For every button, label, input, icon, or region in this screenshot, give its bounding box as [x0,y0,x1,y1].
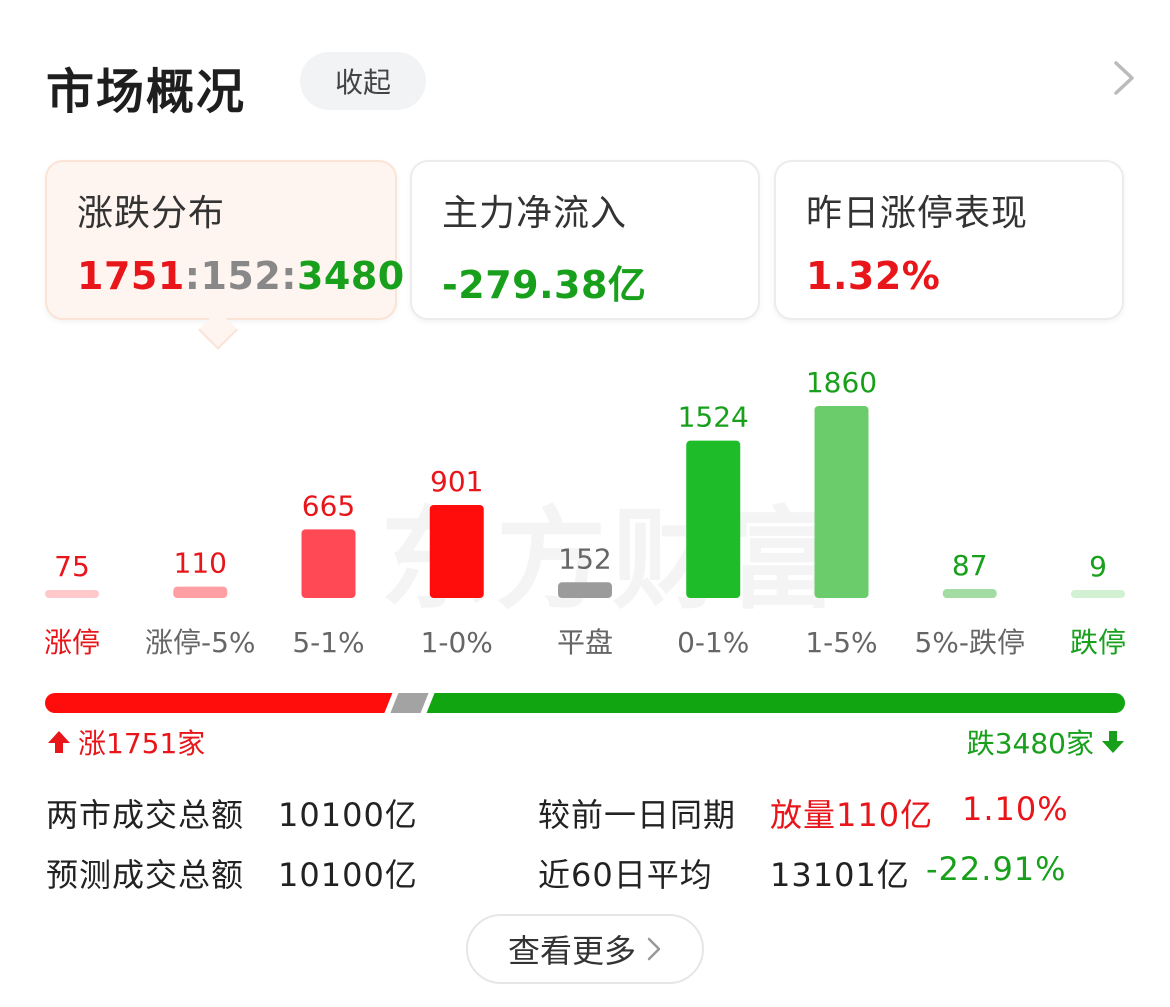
card-label: 昨日涨停表现 [806,193,1029,234]
forecast-turnover-label: 预测成交总额 [46,856,245,894]
card-label: 涨跌分布 [77,193,226,234]
card-value-distribution: 1751:152:3480 [77,254,404,298]
chart-bar [45,590,99,598]
chart-value-label: 152 [558,542,611,575]
total-turnover-label: 两市成交总额 [46,796,245,834]
arrow-down-icon [1102,731,1124,753]
rise-count: 1751 [77,254,185,298]
chart-bar [173,586,228,598]
chart-value-label: 1860 [806,366,877,399]
card-rise-fall-distribution[interactable]: 涨跌分布 1751:152:3480 [45,160,404,320]
fall-segment [426,693,1125,713]
compare-label: 较前一日同期 [538,796,737,834]
chart-category-label: 涨停 [44,626,100,659]
chart-bar [558,582,612,598]
chart-category-label: 平盘 [557,626,613,659]
chart-bar [942,589,997,598]
fall-count: 3480 [296,254,405,298]
compare-volume-tag: 放量110亿 [770,796,934,834]
chart-category-label: 涨停-5% [145,626,256,659]
card-value-inflow: -279.38亿 [442,263,647,307]
arrow-up-icon [48,731,70,753]
chart-category-label: 1-5% [805,626,877,659]
chart-category-label: 跌停 [1070,626,1126,659]
chevron-right-icon [647,937,661,961]
chart-value-label: 110 [174,547,227,580]
avg-60-percent: -22.91% [926,850,1067,888]
chart-category-label: 5-1% [292,626,364,659]
chart-bar [1071,590,1125,598]
chart-category-label: 0-1% [677,626,749,659]
chevron-right-icon[interactable] [1108,58,1138,98]
view-more-button[interactable]: 查看更多 [466,914,704,984]
chart-value-label: 87 [952,549,988,582]
avg-60-value: 13101亿 [770,856,910,894]
page-title: 市场概况 [46,64,247,120]
fall-summary: 跌3480家 [967,722,1126,762]
flat-segment [390,693,429,713]
chart-category-label: 1-0% [421,626,493,659]
card-yesterday-limit-up[interactable]: 昨日涨停表现 1.32% [774,160,1124,320]
chart-value-label: 9 [1089,550,1107,583]
rise-summary-text: 涨1751家 [78,727,206,760]
card-label: 主力净流入 [442,193,628,234]
collapse-button[interactable]: 收起 [300,52,426,110]
chart-value-label: 665 [302,489,355,522]
total-turnover-value: 10100亿 [278,796,418,834]
rise-fall-ratio-bar [45,693,1125,713]
chart-bar [686,440,741,598]
chart-category-label: 5%-跌停 [914,626,1025,659]
card-value-limit-up: 1.32% [806,254,941,298]
chart-bar [429,504,484,598]
chart-value-label: 901 [430,465,483,498]
chart-bar [814,406,869,598]
rise-summary: 涨1751家 [46,722,205,762]
card-main-net-inflow[interactable]: 主力净流入 -279.38亿 [410,160,760,320]
chart-value-label: 75 [54,550,90,583]
chart-value-label: 1524 [678,401,749,434]
rise-segment [45,693,393,713]
chart-bar [301,529,356,598]
view-more-label: 查看更多 [507,932,636,970]
forecast-turnover-value: 10100亿 [278,856,418,894]
avg-60-label: 近60日平均 [538,856,713,894]
flat-count: :152: [184,254,297,298]
distribution-bar-chart: 75 涨停 110 涨停-5% 665 5-1% 901 1-0% 152 平盘 1524 0-1% 1… [44,366,1126,659]
compare-percent: 1.10% [962,790,1069,828]
fall-summary-text: 跌3480家 [966,727,1094,760]
